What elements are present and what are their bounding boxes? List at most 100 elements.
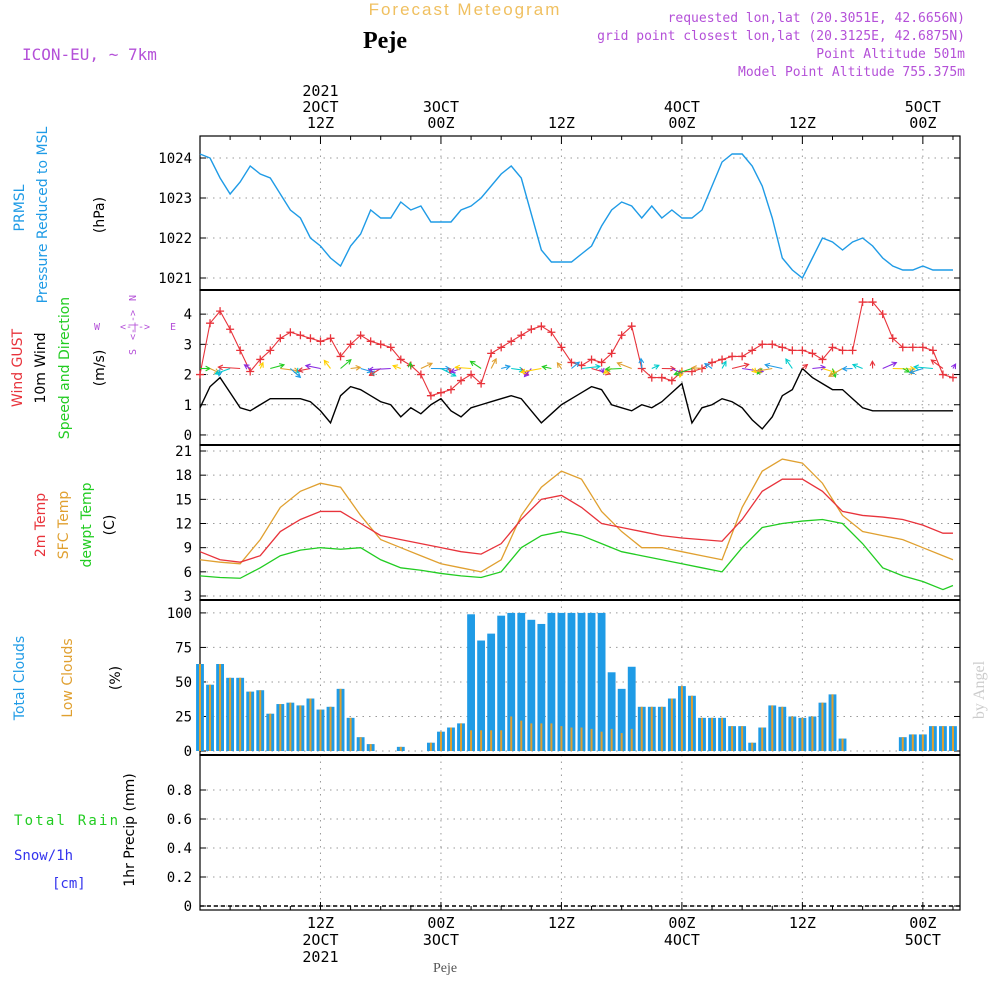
top-time-label: 12Z xyxy=(548,114,575,132)
footer-station: Peje xyxy=(433,961,457,976)
low-cloud-bar xyxy=(249,691,252,751)
bottom-time-label: 2021 xyxy=(302,948,338,966)
wind-arrow-head xyxy=(827,371,835,377)
low-cloud-bar xyxy=(309,698,312,751)
total-clouds-label: Total Clouds xyxy=(12,636,28,721)
low-cloud-bar xyxy=(530,723,533,751)
wind-arrow xyxy=(218,366,241,370)
gust-marker xyxy=(607,349,616,358)
gust-marker xyxy=(868,298,877,307)
wind-arrow xyxy=(852,364,863,370)
wind-arrow xyxy=(605,367,622,370)
gust-marker xyxy=(396,355,405,364)
wind-arrow xyxy=(581,365,601,370)
low-cloud-bar xyxy=(731,726,734,751)
ytick-label: 1021 xyxy=(158,271,192,287)
wind-arrow-head xyxy=(454,364,461,371)
low-cloud-bar xyxy=(670,698,673,751)
panel-frame-temperature xyxy=(199,444,961,601)
gust-marker xyxy=(808,349,817,358)
ytick-label: 0.6 xyxy=(167,812,192,828)
bottom-time-label: 12Z xyxy=(548,914,575,932)
gust-marker xyxy=(878,310,887,319)
wind-arrow xyxy=(420,362,433,369)
low-cloud-bar xyxy=(259,690,262,751)
low-cloud-bar xyxy=(299,705,302,751)
wind-arrow-head xyxy=(764,362,771,369)
wind-arrow-head xyxy=(469,360,476,367)
model-name: ICON-EU, ~ 7km xyxy=(22,45,157,64)
low-cloud-bar xyxy=(429,742,432,751)
gust-marker xyxy=(928,346,937,355)
total-cloud-bar xyxy=(487,633,496,751)
wind-arrow-head xyxy=(243,364,250,370)
gust-marker xyxy=(416,370,425,379)
cloud-panel-labels: Total Clouds Low Clouds (%) xyxy=(12,636,124,721)
low-cloud-bar xyxy=(911,734,914,751)
bottom-time-label: 12Z xyxy=(789,914,816,932)
top-time-label: 00Z xyxy=(668,114,695,132)
total-cloud-bar xyxy=(477,640,486,751)
wind-arrow-head xyxy=(595,364,602,370)
low-cloud-bar xyxy=(550,723,553,751)
wind-arrow xyxy=(692,367,703,370)
low-cloud-bar xyxy=(801,717,804,751)
gust-marker xyxy=(467,370,476,379)
wind-arrow xyxy=(812,366,826,370)
low-cloud-bar xyxy=(831,694,834,751)
panel-temperature xyxy=(199,444,961,601)
top-time-label: 00Z xyxy=(909,114,936,132)
gust-marker xyxy=(788,346,797,355)
wind-arrow-head xyxy=(678,372,684,379)
gust-marker xyxy=(818,355,827,364)
wind-arrow xyxy=(323,360,331,369)
chart-layer: 1021102210231024012343691215182102550751… xyxy=(158,82,961,966)
ytick-label: 1024 xyxy=(158,151,192,167)
gust-marker xyxy=(758,340,767,349)
wind-arrow xyxy=(930,359,944,369)
wind-gust-label: Wind GUST xyxy=(10,328,26,407)
low-cloud-bar xyxy=(590,728,593,751)
wind-arrow-head xyxy=(205,365,212,372)
total-cloud-bar xyxy=(567,612,576,751)
pressure-panel-labels: PRMSL Pressure Reduced to MSL (hPa) xyxy=(12,126,108,303)
total-cloud-bar xyxy=(607,672,616,751)
total-cloud-bar xyxy=(617,688,626,751)
cloud-bars xyxy=(196,612,957,751)
temp-panel-labels: 2m Temp SFC Temp dewpt Temp (C) xyxy=(33,482,118,567)
gust-marker xyxy=(537,322,546,331)
bottom-time-label: 2OCT xyxy=(302,931,338,949)
wind-arrow-head xyxy=(908,368,915,375)
low-cloud-bar xyxy=(901,737,904,751)
wind-arrow-head xyxy=(541,364,548,371)
wind-arrow-head xyxy=(323,359,330,366)
wind-arrow-head xyxy=(258,361,264,368)
gust-marker xyxy=(346,340,355,349)
gust-marker xyxy=(206,319,215,328)
wind-arrow-head xyxy=(426,362,434,368)
wind-arrow-head xyxy=(392,364,399,370)
wind-arrow xyxy=(270,364,285,370)
wind-arrow-head xyxy=(345,359,352,365)
yaxis-temperature: 3 6 9 12 15 18 21 xyxy=(175,444,960,605)
wind-arrow-head xyxy=(504,364,511,371)
low-cloud-bar xyxy=(319,709,322,751)
yaxis-clouds: 0 25 50 75 100 xyxy=(167,606,960,760)
low-cloud-bar xyxy=(951,726,954,751)
gust-marker xyxy=(266,346,275,355)
ytick-label: 0.2 xyxy=(167,870,192,886)
gust-marker xyxy=(828,343,837,352)
gust-marker xyxy=(918,343,927,352)
wind-arrow xyxy=(455,366,472,370)
wind-arrow-head xyxy=(602,368,609,374)
low-cloud-bar xyxy=(650,706,653,751)
precip-panel-labels: Total Rain Snow/1h [cm] 1hr Precip (mm) xyxy=(14,773,138,892)
ytick-label: 75 xyxy=(175,640,192,656)
gust-marker xyxy=(848,346,857,355)
gust-marker xyxy=(718,355,727,364)
top-time-label: 4OCT xyxy=(664,98,700,116)
model-altitude: Model Point Altitude 755.375m xyxy=(738,65,965,80)
low-cloud-bar xyxy=(921,734,924,751)
wind-arrow xyxy=(501,365,510,370)
compass-e: E xyxy=(170,322,176,333)
